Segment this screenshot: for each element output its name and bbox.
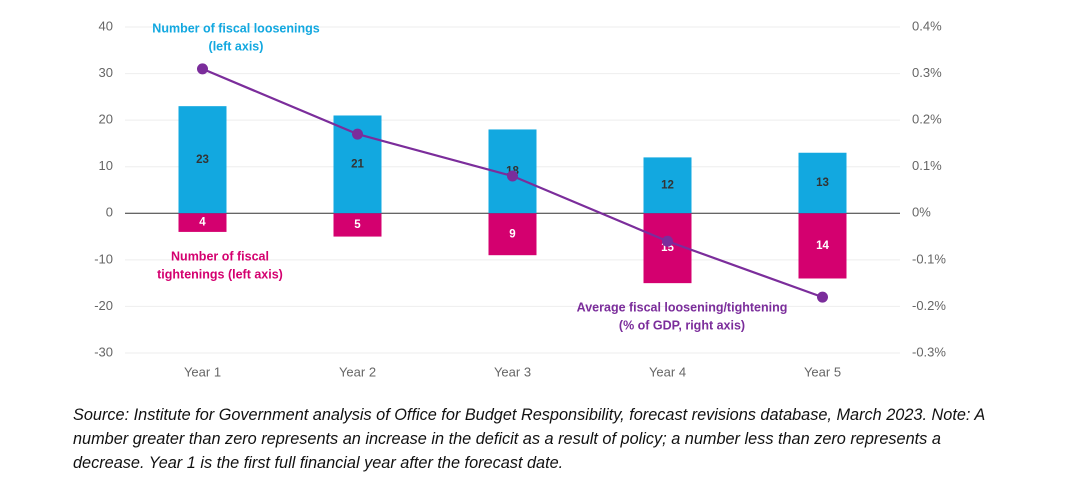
source-note: Source: Institute for Government analysi… [73,406,985,472]
x-tick-label: Year 1 [184,364,221,379]
annotation: Number of fiscal [171,249,269,263]
y-tick-label: 10 [99,158,113,173]
line-point [352,128,363,140]
bar [178,213,227,232]
y2-tick-label: -0.2% [912,298,946,313]
value-label: 5 [354,219,361,231]
y-tick-label: 0 [106,205,113,220]
y2-tick-label: 0.4% [912,18,942,33]
value-label: 13 [816,177,829,189]
line-point [197,63,208,75]
annotation: tightenings (left axis) [157,267,283,281]
bar [643,157,692,214]
bar [178,106,227,214]
y2-tick-label: -0.3% [912,344,946,359]
chart: -30 -20 -10 0 10 20 30 40 -0.3% -0.2% -0.1% 0% 0.1% 0… [94,18,946,379]
annotation: Number of fiscal loosenings [152,21,319,35]
annotation: Average fiscal loosening/tightening [577,300,788,314]
y-tick-label: 30 [99,65,113,80]
y2-tick-label: 0.2% [912,112,942,127]
bar [488,213,537,256]
y-tick-label: 20 [99,112,113,127]
value-label: 23 [196,154,209,166]
bar [333,213,382,237]
line-point [507,170,518,182]
bar [643,213,692,284]
x-tick-label: Year 4 [649,364,686,379]
x-tick-label: Year 5 [804,364,841,379]
value-label: 4 [199,217,206,229]
annotation: (left axis) [209,39,264,53]
y-tick-label: 40 [99,18,113,33]
y-tick-label: -30 [94,344,113,359]
y-tick-label: -20 [94,298,113,313]
line-point [817,291,828,303]
y2-tick-label: -0.1% [912,251,946,266]
value-label: 12 [661,179,674,191]
value-label: 21 [351,158,364,170]
y2-tick-label: 0% [912,205,931,220]
bar [798,152,847,214]
line-point [662,235,673,247]
bar [798,213,847,279]
x-tick-label: Year 3 [494,364,531,379]
value-label: 14 [816,240,829,252]
y2-tick-label: 0.3% [912,65,942,80]
annotation: (% of GDP, right axis) [619,318,745,332]
x-tick-label: Year 2 [339,364,376,379]
value-label: 9 [509,228,515,240]
y2-tick-label: 0.1% [912,158,942,173]
y-tick-label: -10 [94,251,113,266]
